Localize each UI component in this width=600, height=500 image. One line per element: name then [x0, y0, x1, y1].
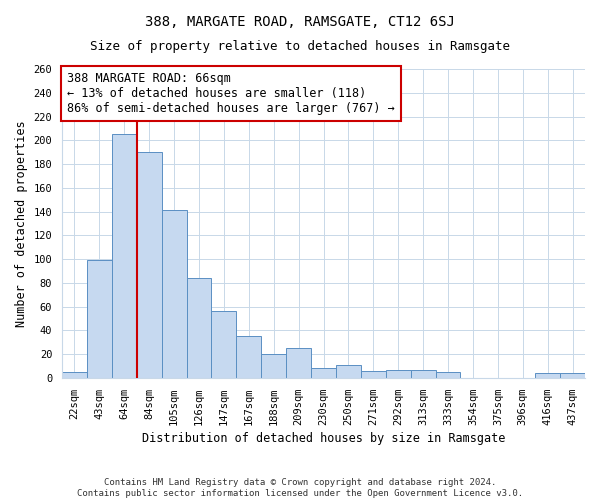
- Text: 388 MARGATE ROAD: 66sqm
← 13% of detached houses are smaller (118)
86% of semi-d: 388 MARGATE ROAD: 66sqm ← 13% of detache…: [67, 72, 395, 115]
- Bar: [286, 348, 311, 378]
- Text: Contains HM Land Registry data © Crown copyright and database right 2024.
Contai: Contains HM Land Registry data © Crown c…: [77, 478, 523, 498]
- Text: Size of property relative to detached houses in Ramsgate: Size of property relative to detached ho…: [90, 40, 510, 53]
- Bar: [311, 368, 336, 378]
- Bar: [62, 372, 87, 378]
- Bar: [261, 354, 286, 378]
- Y-axis label: Number of detached properties: Number of detached properties: [15, 120, 28, 326]
- Bar: [211, 312, 236, 378]
- Bar: [410, 370, 436, 378]
- Text: 388, MARGATE ROAD, RAMSGATE, CT12 6SJ: 388, MARGATE ROAD, RAMSGATE, CT12 6SJ: [145, 15, 455, 29]
- Bar: [436, 372, 460, 378]
- Bar: [161, 210, 187, 378]
- Bar: [187, 278, 211, 378]
- Bar: [361, 370, 386, 378]
- Bar: [560, 373, 585, 378]
- Bar: [87, 260, 112, 378]
- Bar: [112, 134, 137, 378]
- Bar: [535, 373, 560, 378]
- Bar: [386, 370, 410, 378]
- Bar: [336, 365, 361, 378]
- Bar: [137, 152, 161, 378]
- X-axis label: Distribution of detached houses by size in Ramsgate: Distribution of detached houses by size …: [142, 432, 505, 445]
- Bar: [236, 336, 261, 378]
